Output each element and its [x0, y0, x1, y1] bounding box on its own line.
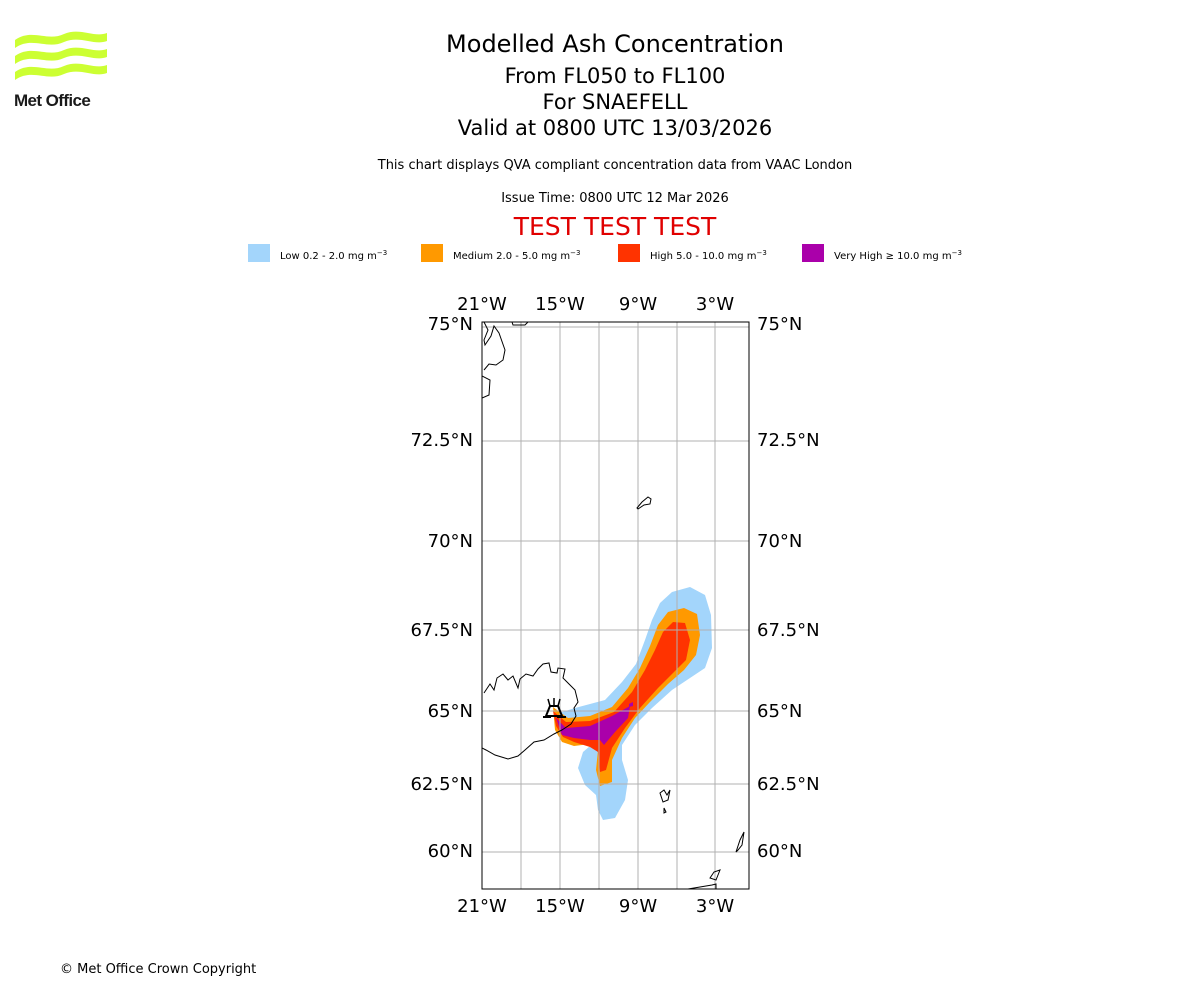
coast-jan-mayen — [636, 496, 652, 510]
legend-label-low: Low 0.2 - 2.0 mg m−3 — [280, 249, 388, 262]
y-tick-right: 70°N — [757, 531, 802, 552]
y-tick-right: 60°N — [757, 841, 802, 862]
legend-swatch-very-high — [802, 244, 824, 262]
x-tick-top: 15°W — [535, 294, 585, 315]
volcano-name: For SNAEFELL — [542, 90, 688, 114]
y-tick-left: 67.5°N — [410, 620, 473, 641]
x-tick-bottom: 15°W — [535, 896, 585, 917]
x-tick-top: 3°W — [696, 294, 734, 315]
x-tick-top: 9°W — [619, 294, 657, 315]
coast-shetland — [735, 831, 745, 853]
coast-orkney — [709, 869, 721, 881]
y-tick-left: 72.5°N — [410, 430, 473, 451]
flight-levels: From FL050 to FL100 — [504, 64, 726, 88]
legend-swatch-high — [618, 244, 640, 262]
met-office-logo-waves — [15, 31, 107, 80]
y-tick-right: 75°N — [757, 314, 802, 335]
y-tick-right: 67.5°N — [757, 620, 820, 641]
y-tick-right: 62.5°N — [757, 774, 820, 795]
x-tick-bottom: 3°W — [696, 896, 734, 917]
legend-label-high: High 5.0 - 10.0 mg m−3 — [650, 249, 767, 262]
met-office-logo-text: Met Office — [14, 91, 91, 110]
volcano-icon — [543, 698, 566, 718]
legend-swatch-medium — [421, 244, 443, 262]
x-tick-bottom: 9°W — [619, 896, 657, 917]
map-frame — [481, 321, 750, 890]
y-tick-left: 75°N — [428, 314, 473, 335]
legend-swatch-low — [248, 244, 270, 262]
plume-very-high — [556, 706, 630, 745]
plume-very-high-speck — [629, 702, 633, 707]
x-tick-top: 21°W — [457, 294, 507, 315]
y-tick-right: 72.5°N — [757, 430, 820, 451]
legend-label-medium: Medium 2.0 - 5.0 mg m−3 — [453, 249, 581, 262]
coast-greenland-north — [483, 322, 506, 371]
y-tick-right: 65°N — [757, 701, 802, 722]
test-banner: TEST TEST TEST — [513, 212, 717, 241]
gridlines — [482, 322, 749, 889]
issue-time: Issue Time: 0800 UTC 12 Mar 2026 — [501, 191, 729, 206]
tick-labels: 21°W 15°W 9°W 3°W 21°W 15°W 9°W 3°W 75°N… — [410, 294, 819, 917]
coast-iceland — [482, 662, 579, 760]
y-tick-left: 62.5°N — [410, 774, 473, 795]
y-tick-left: 65°N — [428, 701, 473, 722]
y-tick-left: 70°N — [428, 531, 473, 552]
coast-greenland-south — [482, 375, 491, 399]
coast-svalbard-tip — [511, 322, 529, 326]
chart-title: Modelled Ash Concentration — [446, 30, 784, 58]
legend-label-very-high: Very High ≥ 10.0 mg m−3 — [834, 249, 962, 262]
y-tick-left: 60°N — [428, 841, 473, 862]
chart-subtitle: This chart displays QVA compliant concen… — [377, 158, 853, 173]
coast-scotland — [687, 883, 717, 889]
valid-time: Valid at 0800 UTC 13/03/2026 — [457, 116, 773, 140]
coast-faroe-islands — [659, 789, 671, 814]
copyright: © Met Office Crown Copyright — [60, 962, 257, 977]
coastlines — [482, 322, 745, 889]
x-tick-bottom: 21°W — [457, 896, 507, 917]
